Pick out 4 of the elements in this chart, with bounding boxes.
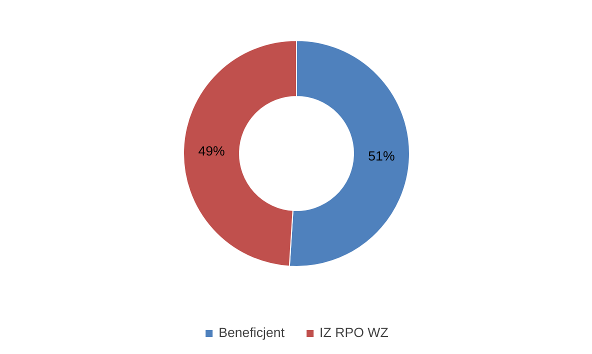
data-label: 49%	[198, 143, 226, 158]
legend-label: IZ RPO WZ	[320, 325, 388, 340]
legend-label: Beneficjent	[218, 325, 285, 340]
data-label: 51%	[368, 148, 395, 164]
